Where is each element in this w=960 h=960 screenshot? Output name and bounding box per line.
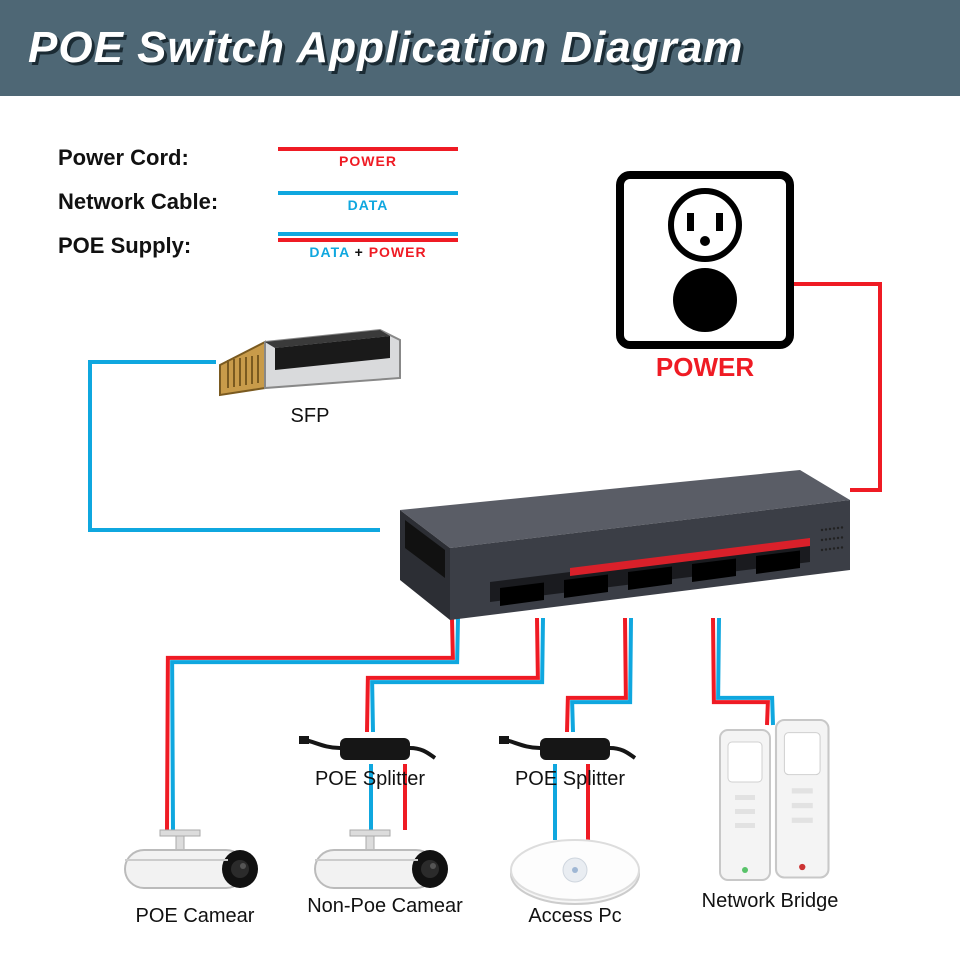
poe-splitter-2-label: POE Splitter [500, 768, 640, 791]
access-pc-label: Access Pc [500, 905, 650, 928]
non-poe-camera-label: Non-Poe Camear [300, 895, 470, 917]
poe-splitter-1-label: POE Splitter [300, 768, 440, 791]
legend-swatch: POWER [268, 143, 468, 173]
legend: Power Cord:POWERNetwork Cable:DATAPOE Su… [58, 136, 468, 268]
network-bridge-label: Network Bridge [690, 890, 850, 913]
power-outlet-label: POWER [620, 352, 790, 383]
page-title: POE Switch Application Diagram [28, 23, 743, 73]
legend-label: Network Cable: [58, 189, 268, 215]
poe-camera-label: POE Camear [110, 905, 280, 928]
legend-swatch: DATA + POWER [268, 231, 468, 261]
legend-label: Power Cord: [58, 145, 268, 171]
sfp-label: SFP [270, 405, 350, 428]
legend-swatch: DATA [268, 187, 468, 217]
legend-label: POE Supply: [58, 233, 268, 259]
